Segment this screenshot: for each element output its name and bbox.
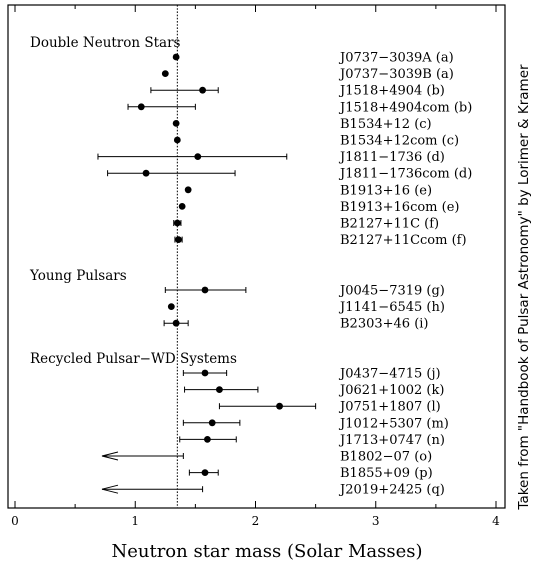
- point-label: B1913+16 (e): [340, 183, 432, 198]
- group-titles: Double Neutron Stars Young Pulsars Recycle…: [29, 35, 237, 367]
- group-title: Double Neutron Stars: [30, 35, 181, 51]
- point-label: J1713+0747 (n): [338, 433, 445, 448]
- point-label: J1518+4904com (b): [338, 100, 472, 115]
- point-label: J0621+1002 (k): [338, 383, 444, 398]
- point-label: B1802−07 (o): [340, 450, 432, 465]
- data-marks: [97, 53, 317, 494]
- x-tick-label: 0: [11, 514, 19, 528]
- data-point: [204, 436, 211, 443]
- point-label: J2019+2425 (q): [338, 483, 445, 498]
- x-tick-label: 1: [131, 514, 139, 528]
- x-tick-label: 2: [252, 514, 260, 528]
- data-point: [167, 303, 175, 310]
- data-point: [199, 86, 206, 94]
- credit-text: Taken from "Handbook of Pulsar Astronomy…: [516, 64, 532, 511]
- data-point: [201, 369, 209, 377]
- data-point: [137, 103, 145, 111]
- point-label: B1534+12 (c): [340, 117, 432, 132]
- point-label: B1534+12com (c): [340, 134, 459, 149]
- point-label: J0045−7319 (g): [338, 284, 445, 299]
- data-point: [175, 236, 182, 244]
- point-label: J1141−6545 (h): [338, 300, 445, 315]
- point-label: B1913+16com (e): [340, 200, 459, 215]
- point-label: J1012+5307 (m): [338, 416, 449, 431]
- x-tick-label: 3: [372, 514, 380, 528]
- point-label: J0437−4715 (j): [338, 367, 441, 382]
- point-label: B1855+09 (p): [340, 466, 433, 481]
- point-labels: J0737−3039A (a)J0737−3039B (a) J1518+4904…: [338, 51, 472, 498]
- data-point: [208, 419, 216, 427]
- point-label: J1518+4904 (b): [338, 84, 445, 99]
- data-point: [184, 186, 192, 194]
- data-point: [201, 286, 209, 294]
- group-title: Recycled Pulsar−WD Systems: [30, 351, 237, 367]
- upper-limit-arrow: [101, 451, 119, 461]
- data-point: [276, 402, 283, 410]
- point-label: J0737−3039A (a): [338, 51, 454, 66]
- point-label: J1811−1736com (d): [338, 167, 472, 182]
- data-point: [172, 319, 180, 327]
- x-tick-label: 4: [492, 514, 500, 528]
- point-label: B2303+46 (i): [340, 317, 429, 332]
- data-point: [178, 203, 186, 210]
- data-point: [173, 136, 181, 144]
- point-label: J0751+1807 (l): [338, 400, 441, 415]
- data-point: [194, 153, 202, 161]
- data-point: [172, 53, 180, 61]
- data-point: [201, 469, 209, 476]
- data-point: [142, 169, 150, 177]
- point-label: J0737−3039B (a): [338, 67, 454, 82]
- point-label: B2127+11C (f): [340, 217, 439, 232]
- plot-frame: [7, 4, 506, 509]
- x-axis-label: Neutron star mass (Solar Masses): [111, 541, 422, 562]
- x-axis-ticks: 0 1 2 3 4: [11, 5, 500, 528]
- data-point: [216, 386, 223, 393]
- upper-limit-arrow: [101, 484, 119, 494]
- data-point: [173, 219, 181, 227]
- point-label: B2127+11Ccom (f): [340, 233, 467, 248]
- group-title: Young Pulsars: [29, 268, 127, 284]
- data-point: [172, 120, 180, 127]
- point-label: J1811−1736 (d): [338, 150, 445, 165]
- data-point: [161, 70, 169, 77]
